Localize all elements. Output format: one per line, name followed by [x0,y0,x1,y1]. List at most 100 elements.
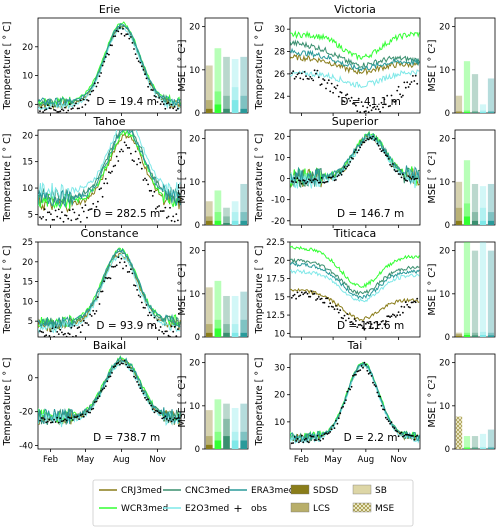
mse-bar-sb [463,160,471,204]
mse-bar-sb [214,399,222,432]
obs-point [106,380,109,383]
legend-item-e2o3med: E2O3med [163,504,229,514]
mse-bar-sdsd [455,220,463,225]
obs-point [126,271,129,273]
obs-point [349,100,352,102]
obs-point [167,102,170,104]
obs-point [325,432,327,435]
obs-point [70,326,73,329]
obs-point [337,417,340,420]
obs-point [43,418,46,421]
series-line-crj3med [290,53,420,76]
obs-point [299,180,302,182]
mse-bar-lcs [223,418,230,437]
obs-point [383,323,386,325]
obs-point [366,138,369,140]
legend-label: obs [251,504,267,514]
mse-bar-lcs [479,446,487,449]
obs-point [173,325,176,328]
obs-point [177,328,179,330]
mse-bar-lcs [479,110,487,112]
axes-frame [37,353,182,450]
legend: CRJ3med WCR3med CNC3med E2O3med ERA3med + obs S… [92,479,414,527]
mse-bar-sb [240,56,248,96]
y-tick-label: 0 [195,221,200,231]
mse-bar-sdsd [240,108,248,113]
obs-point [312,179,315,182]
obs-point [64,106,66,109]
obs-point [299,294,302,297]
obs-point [103,387,106,390]
obs-point [48,211,51,214]
obs-point [384,103,387,106]
mse-bar-lcs [240,319,248,333]
obs-point [393,169,396,171]
y-tick-label: 20 [274,391,285,401]
obs-point [396,430,399,433]
y-tick-label: 15 [22,158,33,168]
obs-point [359,323,362,326]
mse-bar-sb [455,181,463,208]
y-axis-label: Temperature [ ° C] [254,357,265,446]
series-line-era3med [290,261,420,300]
obs-point [119,27,121,29]
depth-annotation: D = 41.1 m [340,96,401,108]
obs-point [303,292,306,294]
obs-point [295,75,297,78]
y-tick-label: 20 [189,247,200,257]
obs-point [150,314,153,317]
y-tick-label: 0 [445,109,450,119]
obs-point [392,163,394,165]
obs-point [349,321,352,324]
obs-point [410,434,413,437]
obs-point [300,291,303,294]
obs-point [95,400,98,403]
obs-point [145,77,148,80]
obs-point [335,179,337,181]
obs-point [362,141,364,144]
obs-point [370,109,373,112]
obs-point [392,100,394,102]
obs-point [112,266,115,268]
obs-point [313,292,316,295]
obs-point [365,363,367,366]
obs-point [166,216,168,219]
obs-point [122,27,124,30]
y-tick-label: 26 [274,70,285,80]
y-axis-label: MSE [ ° C²] [427,376,438,428]
obs-point [73,325,76,327]
y-axis-label: MSE [ ° C²] [427,264,438,316]
y-axis-label: MSE [ ° C²] [427,152,438,204]
legend-swatch-plus: + [233,502,242,515]
obs-point [48,418,51,421]
obs-point [39,216,41,219]
y-tick-label: 15 [22,278,33,288]
obs-point [296,73,299,76]
obs-point [166,330,168,333]
obs-point [322,301,324,304]
obs-point [137,294,140,297]
obs-point [386,155,389,158]
obs-point [133,160,135,163]
obs-point [316,434,319,437]
obs-point [403,81,406,84]
legend-swatch-bar [290,484,310,495]
obs-point [46,104,49,107]
obs-point [329,302,332,305]
obs-point [76,327,79,329]
obs-point [54,421,57,423]
obs-point [126,33,129,35]
mse-bar-lcs [214,91,222,105]
obs-point [346,390,349,393]
obs-point [43,335,46,337]
obs-point [43,208,46,211]
obs-point [169,206,171,209]
mse-bar-lcs [487,212,495,221]
obs-point [134,377,137,379]
obs-point [313,69,316,72]
obs-point [145,304,148,306]
mse-bar-lcs [223,95,230,109]
